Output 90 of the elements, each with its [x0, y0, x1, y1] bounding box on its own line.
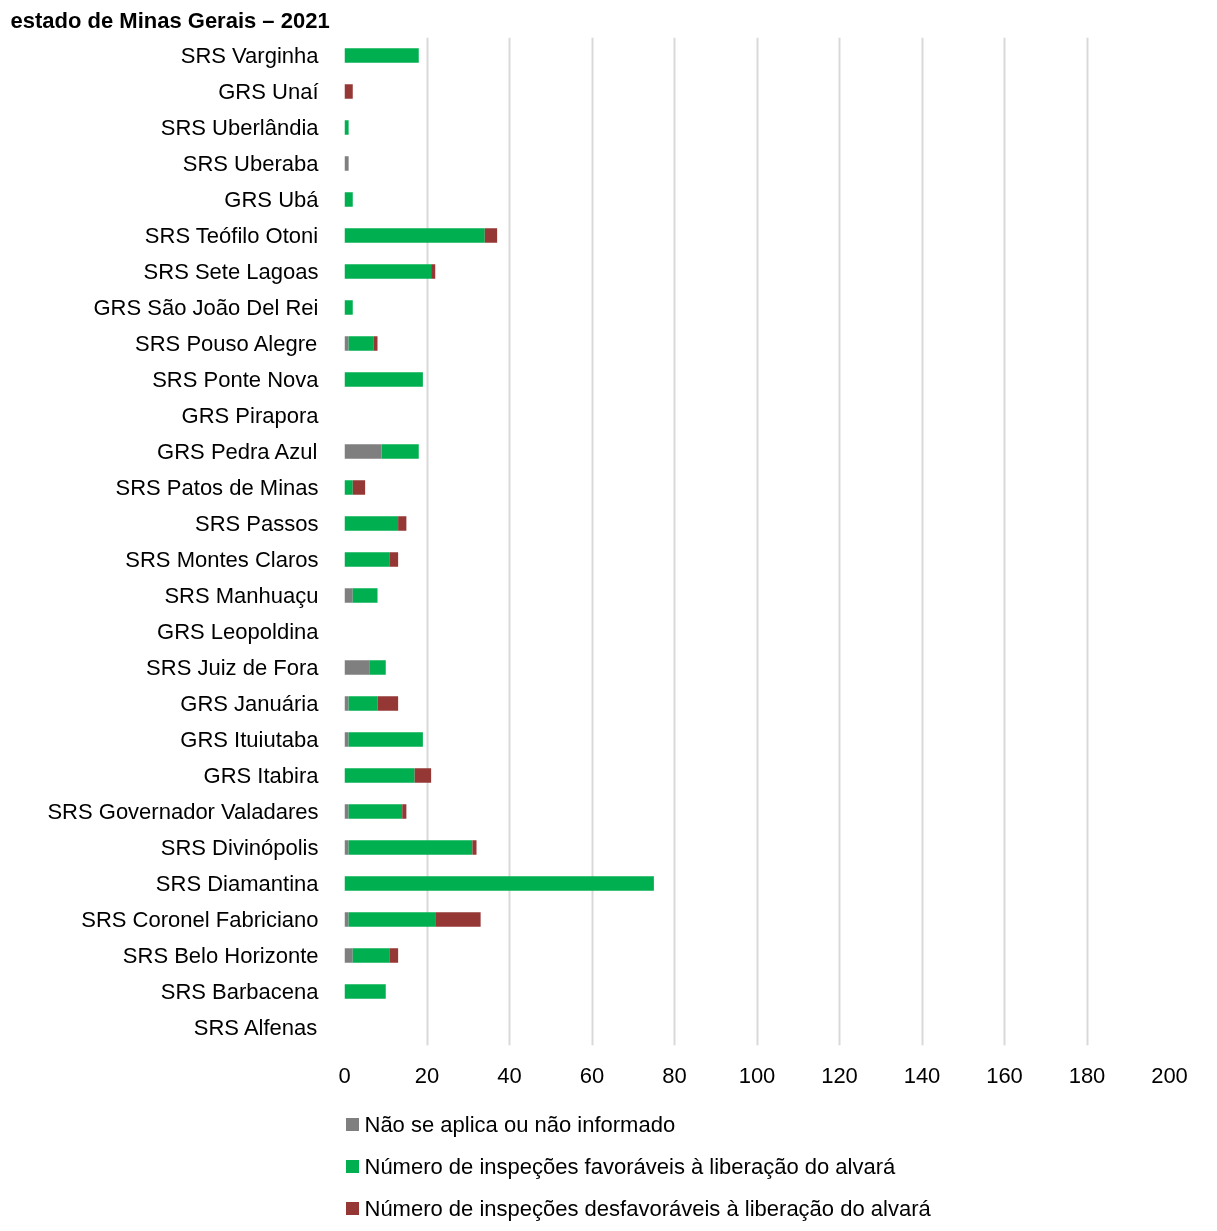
y-tick-label: SRS Passos — [195, 511, 319, 536]
y-tick-label: SRS Sete Lagoas — [143, 259, 319, 284]
bar — [344, 804, 349, 819]
chart-title: estado de Minas Gerais – 2021 — [10, 7, 330, 33]
x-tick-label: 140 — [903, 1062, 941, 1088]
legend-label: Número de inspeções favoráveis à liberação do alvará — [364, 1154, 896, 1179]
bar — [352, 588, 378, 603]
bar — [344, 732, 349, 747]
bar — [344, 84, 353, 99]
bar — [344, 552, 390, 567]
bar — [389, 948, 399, 963]
bar — [344, 336, 349, 351]
bar — [344, 264, 432, 279]
bar — [348, 732, 423, 747]
bar — [348, 336, 374, 351]
bar — [344, 984, 386, 999]
y-tick-label: SRS Diamantina — [155, 871, 320, 896]
y-tick-label: SRS Uberaba — [182, 151, 320, 176]
bar — [344, 588, 353, 603]
bar — [344, 840, 349, 855]
x-tick-label: 60 — [579, 1062, 605, 1088]
bar — [348, 804, 403, 819]
y-tick-label: SRS Uberlândia — [160, 115, 320, 140]
y-tick-label: GRS Ubá — [224, 187, 320, 212]
y-tick-label: GRS Pedra Azul — [157, 439, 318, 464]
y-tick-label: GRS Unaí — [218, 79, 319, 104]
y-tick-label: GRS Itabira — [203, 763, 320, 788]
y-tick-label: GRS Leopoldina — [157, 619, 320, 644]
bar — [344, 876, 654, 891]
legend-label: Não se aplica ou não informado — [364, 1112, 676, 1137]
y-tick-label: GRS Ituiutaba — [180, 727, 320, 752]
bar — [344, 696, 349, 711]
x-tick-label: 40 — [497, 1062, 522, 1088]
y-tick-label: SRS Barbacena — [160, 979, 320, 1004]
x-tick-label: 80 — [662, 1062, 687, 1088]
y-tick-label: SRS Manhuaçu — [164, 583, 319, 608]
bar — [344, 300, 353, 315]
y-tick-label: SRS Coronel Fabriciano — [81, 907, 319, 932]
x-tick-label: 120 — [821, 1062, 858, 1088]
bar — [344, 156, 349, 171]
bar — [344, 120, 349, 135]
bar — [344, 516, 399, 531]
bar — [344, 228, 485, 243]
x-tick-label: 180 — [1068, 1062, 1106, 1088]
bar — [414, 768, 432, 783]
y-tick-label: SRS Ponte Nova — [152, 367, 320, 392]
bar — [484, 228, 498, 243]
x-tick-label: 160 — [986, 1062, 1023, 1088]
bar — [373, 336, 378, 351]
y-tick-label: SRS Varginha — [180, 43, 320, 68]
bar — [377, 696, 399, 711]
y-tick-label: SRS Alfenas — [193, 1015, 318, 1040]
y-tick-label: SRS Divinópolis — [160, 835, 319, 860]
bar — [344, 444, 382, 459]
x-tick-label: 0 — [338, 1062, 351, 1088]
bar — [398, 516, 407, 531]
bar — [344, 372, 423, 387]
y-tick-label: SRS Montes Claros — [125, 547, 319, 572]
y-tick-label: SRS Pouso Alegre — [135, 331, 318, 356]
bar — [352, 480, 366, 495]
bar — [472, 840, 477, 855]
bar — [344, 912, 349, 927]
bar — [352, 948, 390, 963]
bar — [344, 192, 353, 207]
y-tick-label: SRS Patos de Minas — [115, 475, 319, 500]
bar — [402, 804, 407, 819]
y-tick-label: SRS Teófilo Otoni — [144, 223, 319, 248]
bar — [348, 840, 473, 855]
x-tick-label: 200 — [1151, 1062, 1188, 1088]
bar — [389, 552, 399, 567]
x-tick-label: 20 — [414, 1062, 440, 1088]
y-tick-label: GRS São João Del Rei — [93, 295, 319, 320]
bar — [344, 660, 370, 675]
y-tick-label: GRS Januária — [180, 691, 320, 716]
y-tick-label: SRS Juiz de Fora — [146, 655, 320, 680]
bar — [344, 48, 419, 63]
y-tick-label: SRS Governador Valadares — [47, 799, 319, 824]
bar — [369, 660, 386, 675]
bar — [381, 444, 419, 459]
bar — [348, 912, 436, 927]
bar — [344, 768, 415, 783]
bar — [435, 912, 481, 927]
bar — [344, 480, 353, 495]
x-tick-label: 100 — [738, 1062, 776, 1088]
bar — [344, 948, 353, 963]
legend-label: Número de inspeções desfavoráveis à liberação do alvará — [364, 1196, 932, 1221]
bar — [431, 264, 436, 279]
bar — [348, 696, 378, 711]
y-tick-label: SRS Belo Horizonte — [122, 943, 319, 968]
y-tick-label: GRS Pirapora — [181, 403, 320, 428]
